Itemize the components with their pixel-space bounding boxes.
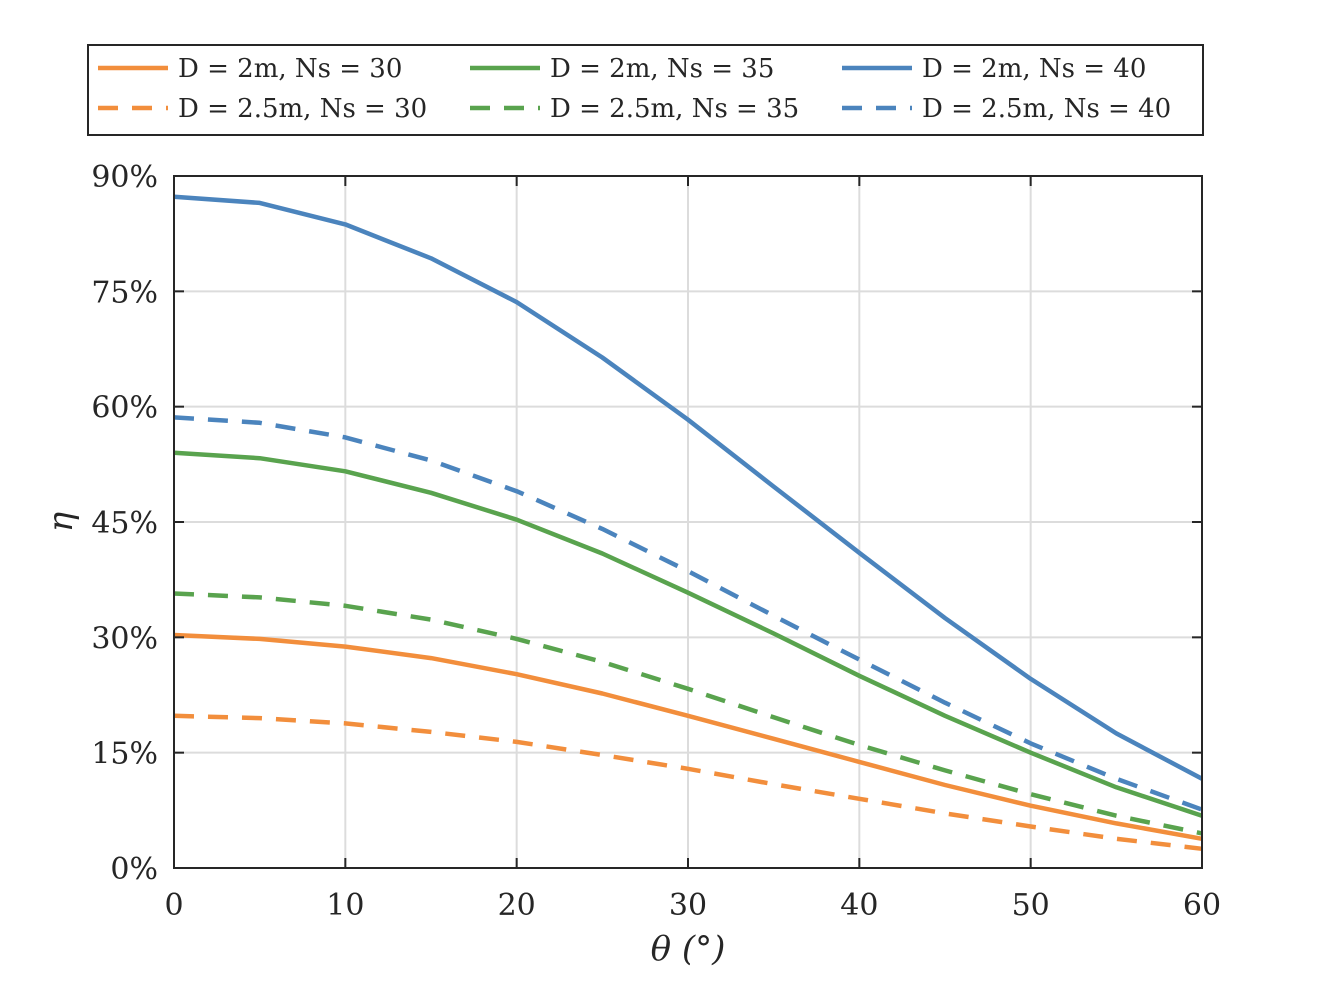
x-tick-label: 40 bbox=[840, 888, 878, 923]
legend-label: D = 2m, Ns = 30 bbox=[178, 54, 402, 84]
y-tick-label: 15% bbox=[91, 737, 158, 772]
axis-ticks bbox=[173, 175, 1203, 869]
legend-label: D = 2m, Ns = 35 bbox=[550, 54, 774, 84]
x-axis-label: θ (°) bbox=[651, 929, 726, 969]
y-tick-label: 75% bbox=[91, 275, 158, 310]
y-tick-label: 45% bbox=[91, 506, 158, 541]
series-line bbox=[173, 194, 1204, 781]
x-tick-label: 10 bbox=[326, 888, 364, 923]
legend-label: D = 2.5m, Ns = 40 bbox=[922, 94, 1171, 124]
y-axis-label: η bbox=[41, 511, 81, 532]
series-line bbox=[173, 450, 1203, 818]
legend-frame bbox=[87, 44, 1204, 136]
x-tick-label: 30 bbox=[669, 888, 707, 923]
x-tick-label: 0 bbox=[164, 888, 183, 923]
plot-area bbox=[173, 175, 1204, 869]
legend: D = 2m, Ns = 30 D = 2m, Ns = 35 D = 2m, Ns… bbox=[87, 44, 1204, 136]
series-line bbox=[173, 713, 1203, 852]
legend-items: D = 2m, Ns = 30 D = 2m, Ns = 35 D = 2m, Ns… bbox=[98, 54, 1171, 124]
x-tick-label: 50 bbox=[1012, 888, 1050, 923]
legend-label: D = 2m, Ns = 40 bbox=[922, 54, 1146, 84]
legend-label: D = 2.5m, Ns = 35 bbox=[550, 94, 799, 124]
y-tick-labels: 0% 15% 30% 45% 60% 75% 90% bbox=[91, 160, 158, 887]
legend-label: D = 2.5m, Ns = 30 bbox=[178, 94, 427, 124]
y-tick-label: 60% bbox=[91, 391, 158, 426]
y-tick-label: 30% bbox=[91, 621, 158, 656]
x-tick-label: 60 bbox=[1183, 888, 1221, 923]
x-tick-label: 20 bbox=[498, 888, 536, 923]
x-tick-labels: 0 10 20 30 40 50 60 bbox=[164, 888, 1221, 923]
grid bbox=[174, 176, 1202, 868]
series-line bbox=[173, 415, 1203, 812]
series-line bbox=[173, 591, 1203, 836]
series-lines bbox=[173, 194, 1204, 852]
y-tick-label: 0% bbox=[110, 852, 158, 887]
y-tick-label: 90% bbox=[91, 160, 158, 195]
series-line bbox=[173, 632, 1203, 842]
